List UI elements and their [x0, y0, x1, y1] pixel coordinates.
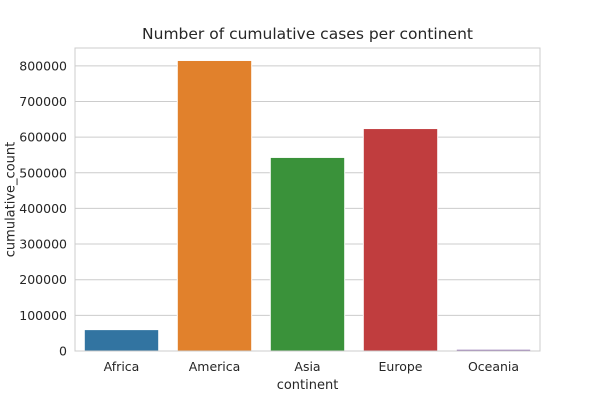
- plot-frame: [74, 47, 541, 352]
- y-tick-label: 200000: [19, 272, 67, 287]
- y-tick-label: 300000: [19, 237, 67, 252]
- x-tick-label: Europe: [379, 359, 423, 374]
- bar-africa: [83, 329, 160, 352]
- x-tick-labels: Africa America Asia Europe Oceania: [104, 359, 519, 374]
- y-tick-label: 100000: [19, 308, 67, 323]
- x-axis-label: continent: [277, 378, 339, 393]
- x-tick-label: America: [189, 359, 241, 374]
- y-axis-label: cumulative_count: [4, 142, 19, 257]
- y-tick-label: 0: [59, 344, 67, 359]
- bars: [83, 59, 532, 352]
- y-tick-label: 400000: [19, 201, 67, 216]
- y-tick-label: 800000: [19, 58, 67, 73]
- y-tick-label: 700000: [19, 94, 67, 109]
- chart-title: Number of cumulative cases per continent: [142, 25, 473, 43]
- y-tick-label: 600000: [19, 130, 67, 145]
- y-tick-labels: 0 100000 200000 300000 400000 500000 600000 700…: [19, 58, 67, 358]
- x-tick-label: Africa: [104, 359, 140, 374]
- bar-asia: [269, 156, 346, 352]
- bar-america: [176, 59, 253, 352]
- x-tick-label: Oceania: [468, 359, 519, 374]
- x-tick-label: Asia: [294, 359, 320, 374]
- bar-europe: [362, 128, 439, 352]
- y-tick-label: 500000: [19, 165, 67, 180]
